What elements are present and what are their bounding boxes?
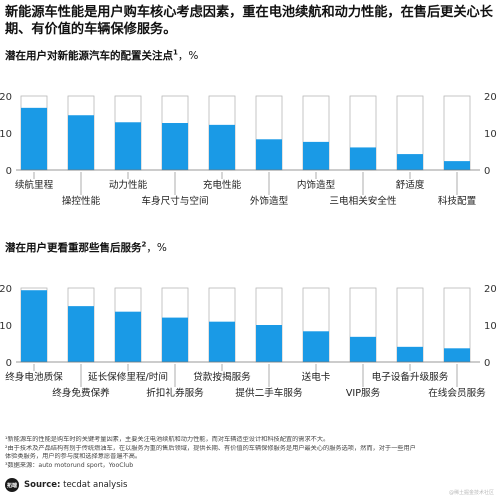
bar-4: [162, 317, 188, 362]
category-label-5: 贷款按揭服务: [193, 371, 251, 383]
ytick-left-20: 20: [0, 284, 12, 295]
bar-8: [350, 336, 376, 362]
bar-5: [209, 124, 235, 170]
bar-10: [444, 161, 470, 170]
bar-3: [115, 122, 141, 170]
chart1-title-text: 潜在用户对新能源汽车的配置关注点: [5, 50, 173, 62]
ytick-left-0: 0: [6, 358, 12, 369]
bar-2: [68, 306, 94, 362]
category-label-10: 科技配置: [438, 195, 477, 207]
bar-3: [115, 311, 141, 362]
category-label-2: 终身免费保养: [52, 387, 110, 399]
bar-1: [21, 107, 47, 170]
category-label-10: 在线会员服务: [428, 387, 486, 399]
ytick-right-0: 0: [484, 358, 490, 369]
ytick-right-20: 20: [484, 284, 497, 295]
chart1-title: 潜在用户对新能源汽车的配置关注点1，%: [5, 48, 198, 63]
bar-7: [303, 141, 329, 170]
category-label-9: 电子设备升级服务: [372, 371, 449, 383]
ytick-right-0: 0: [484, 166, 490, 177]
bar-7: [303, 331, 329, 362]
bar-track-10: [443, 95, 471, 171]
chart2-unit: ，%: [146, 242, 167, 254]
source-row: 拓端 Source: tecdat analysis: [5, 478, 127, 492]
category-label-8: 三电相关安全性: [329, 195, 397, 207]
category-label-2: 操控性能: [62, 195, 101, 207]
bar-1: [21, 290, 47, 362]
footnotes: ¹新能源车的性能是购车时的关键考量因素，主要关注电池续航和动力性能，而对车辆造型…: [5, 436, 497, 470]
source-value: tecdat analysis: [63, 480, 128, 490]
chart2-title-text: 潜在用户更看重那些售后服务: [5, 242, 142, 254]
category-label-9: 舒适度: [396, 179, 425, 191]
ytick-right-10: 10: [484, 321, 497, 332]
ytick-left-20: 20: [0, 92, 12, 103]
category-label-7: 送电卡: [302, 371, 331, 383]
category-label-4: 车身尺寸与空间: [141, 195, 208, 207]
source-text: Source: tecdat analysis: [24, 480, 127, 490]
bar-8: [350, 147, 376, 170]
bar-9: [397, 346, 423, 362]
category-label-3: 延长保修里程/时间: [88, 371, 168, 383]
category-label-8: VIP服务: [346, 387, 381, 399]
category-label-3: 动力性能: [109, 179, 148, 191]
bar-9: [397, 154, 423, 170]
ytick-left-10: 10: [0, 321, 12, 332]
source-label: Source:: [24, 480, 61, 490]
chart2-title-sup: 2: [141, 240, 147, 249]
bar-2: [68, 115, 94, 170]
footnote-2b: 体验类服务，用户的参与度和选择意愿普遍不高。: [5, 453, 142, 461]
bar-4: [162, 123, 188, 170]
chart2-title: 潜在用户更看重那些售后服务2，%: [5, 240, 167, 255]
bar-10: [444, 348, 470, 362]
tecdat-logo-icon: 拓端: [5, 478, 19, 492]
ytick-right-10: 10: [484, 129, 497, 140]
bar-5: [209, 321, 235, 362]
category-label-1: 续航里程: [15, 179, 54, 191]
watermark: @稀土掘金技术社区: [448, 490, 494, 496]
ytick-left-0: 0: [6, 166, 12, 177]
category-label-6: 外饰造型: [250, 195, 289, 207]
footnote-data-source: ³数据来源：auto motorund sport，YooClub: [5, 461, 134, 469]
category-label-1: 终身电池质保: [5, 371, 63, 383]
bar-6: [256, 325, 282, 362]
footnote-2: ²由于技术及产品结构有别于传统燃油车，在以服务为重的售后领域，提供长期、有价值的…: [5, 444, 416, 452]
category-label-6: 提供二手车服务: [235, 387, 303, 399]
chart1-title-sup: 1: [173, 48, 178, 57]
ytick-right-20: 20: [484, 92, 497, 103]
headline: 新能源车性能是用户购车核心考虑因素，重在电池续航和动力性能，在售后更关心长期、有…: [5, 5, 493, 37]
ytick-left-10: 10: [0, 129, 12, 140]
bar-6: [256, 139, 282, 170]
chart1-unit: ，%: [177, 50, 199, 62]
category-label-4: 折扣礼券服务: [146, 387, 204, 399]
category-label-7: 内饰造型: [297, 179, 336, 191]
category-label-5: 充电性能: [203, 179, 242, 191]
footnote-1: ¹新能源车的性能是购车时的关键考量因素，主要关注电池续航和动力性能，而对车辆造型…: [5, 436, 330, 443]
